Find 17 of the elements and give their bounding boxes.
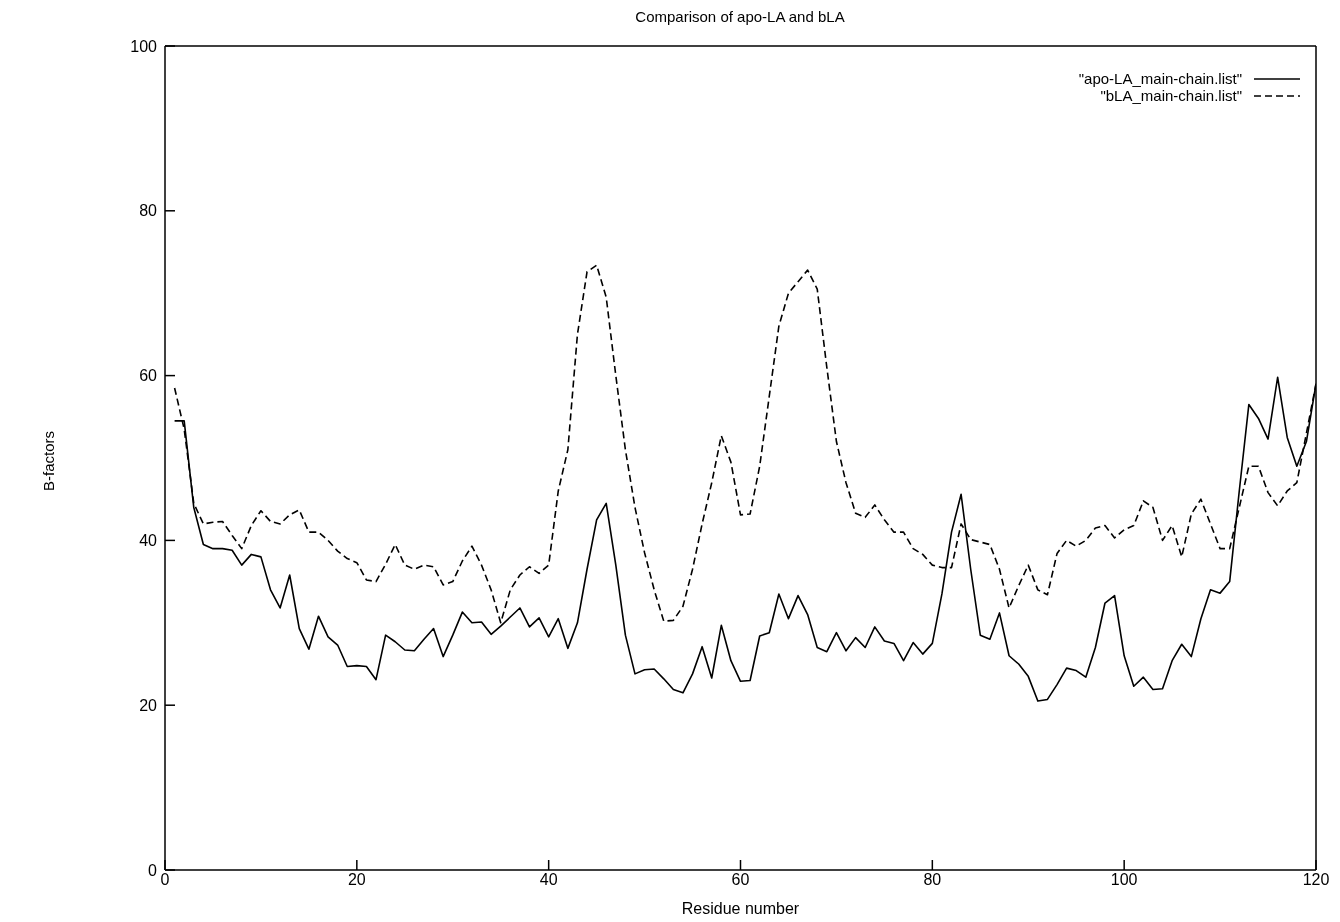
y-tick-label: 60 bbox=[139, 367, 158, 385]
legend-label: "apo-LA_main-chain.list" bbox=[1078, 70, 1242, 87]
y-tick-label: 40 bbox=[139, 532, 158, 550]
x-tick-label: 20 bbox=[347, 871, 366, 889]
x-tick-label: 60 bbox=[731, 871, 750, 889]
x-tick-label: 120 bbox=[1302, 871, 1330, 889]
x-tick-label: 100 bbox=[1110, 871, 1138, 889]
x-tick-label: 40 bbox=[539, 871, 558, 889]
y-tick-label: 80 bbox=[139, 202, 158, 220]
x-axis-title: Residue number bbox=[681, 900, 800, 917]
x-tick-label: 0 bbox=[160, 871, 170, 889]
y-axis-title: B-factors bbox=[39, 430, 57, 492]
y-tick-label: 100 bbox=[130, 37, 158, 55]
y-tick-label: 20 bbox=[139, 696, 158, 714]
chart-title: Comparison of apo-LA and bLA bbox=[634, 8, 846, 25]
x-tick-label: 80 bbox=[923, 871, 942, 889]
legend-label: "bLA_main-chain.list" bbox=[1100, 87, 1242, 104]
